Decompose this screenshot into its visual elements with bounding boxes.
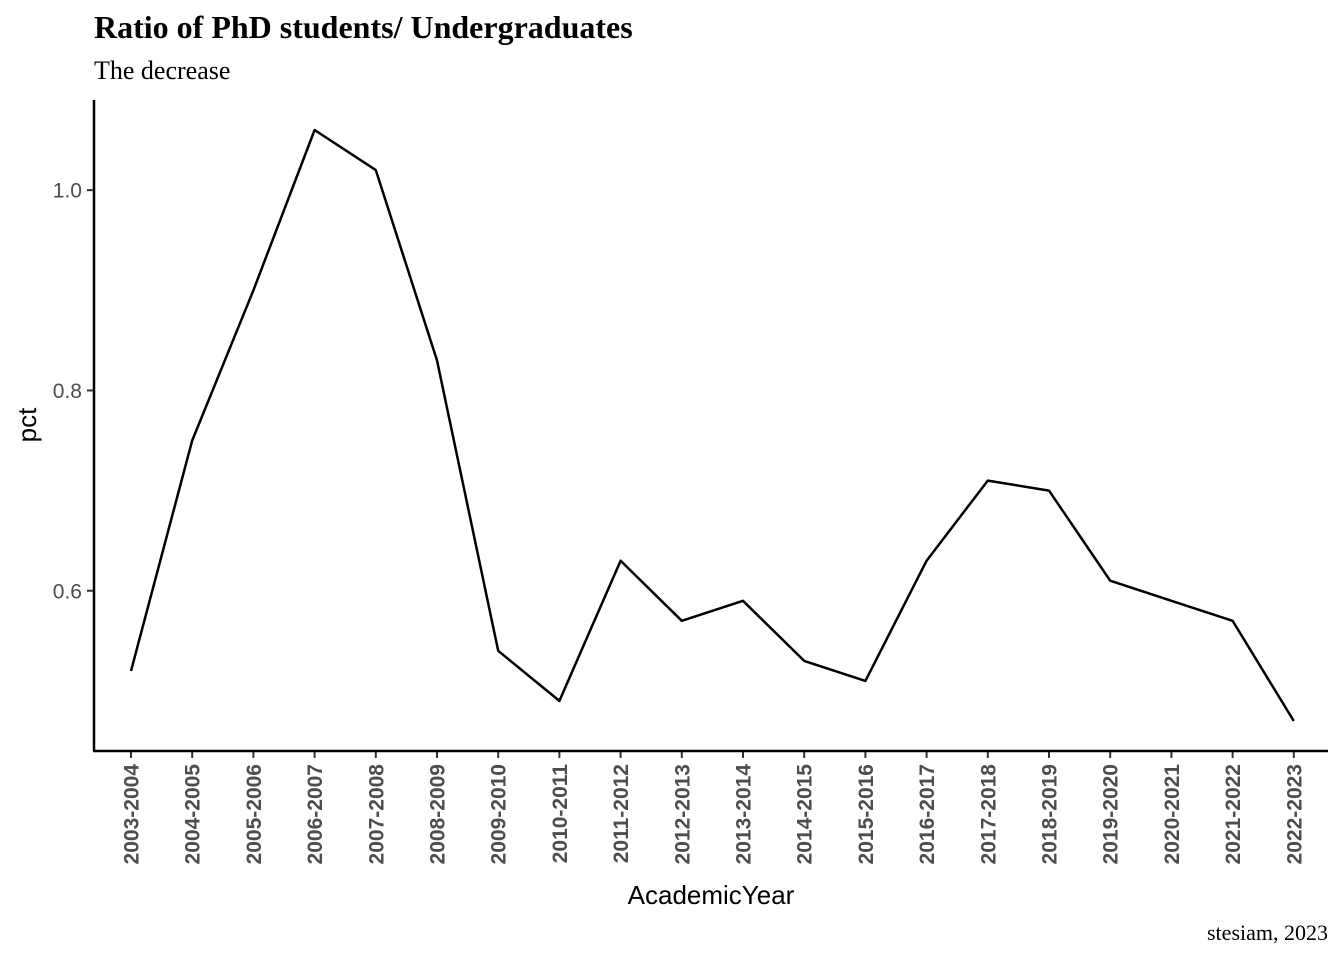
x-axis-title: AcademicYear <box>628 880 795 910</box>
x-tick-label: 2011-2012 <box>610 764 633 863</box>
x-tick-label: 2021-2022 <box>1222 764 1245 864</box>
x-tick-label: 2004-2005 <box>182 764 205 865</box>
chart-title: Ratio of PhD students/ Undergraduates <box>94 9 633 45</box>
x-tick-label: 2022-2023 <box>1283 764 1306 864</box>
y-tick-label: 1.0 <box>53 180 82 203</box>
x-tick-label: 2012-2013 <box>671 764 694 864</box>
x-tick-label: 2015-2016 <box>855 764 878 864</box>
x-tick-label: 2020-2021 <box>1161 764 1184 865</box>
y-tick-label: 0.8 <box>53 380 82 403</box>
x-tick-label: 2007-2008 <box>365 764 388 865</box>
y-axis-ticks: 0.6 0.8 1.0 <box>53 180 94 603</box>
y-axis-title: pct <box>12 407 42 442</box>
x-tick-label: 2014-2015 <box>794 764 817 865</box>
x-tick-label: 2003-2004 <box>121 764 144 865</box>
x-tick-label: 2010-2011 <box>549 764 572 864</box>
x-tick-label: 2008-2009 <box>427 764 450 864</box>
x-axis-ticks: 2003-2004 2004-2005 2005-2006 2006-2007 2007… <box>121 751 1306 865</box>
y-tick-label: 0.6 <box>53 580 82 603</box>
series-group <box>129 128 1295 722</box>
x-tick-label: 2019-2020 <box>1100 764 1123 864</box>
series-line-0 <box>129 128 1295 722</box>
x-tick-label: 2013-2014 <box>733 764 756 865</box>
x-tick-label: 2005-2006 <box>243 764 266 864</box>
x-tick-label: 2017-2018 <box>977 764 1000 865</box>
x-tick-label: 2016-2017 <box>916 764 939 864</box>
chart-caption: stesiam, 2023 <box>1207 920 1328 945</box>
x-tick-label: 2006-2007 <box>304 764 327 864</box>
x-tick-label: 2018-2019 <box>1039 764 1062 864</box>
x-tick-label: 2009-2010 <box>488 764 511 864</box>
chart-subtitle: The decrease <box>94 56 230 85</box>
